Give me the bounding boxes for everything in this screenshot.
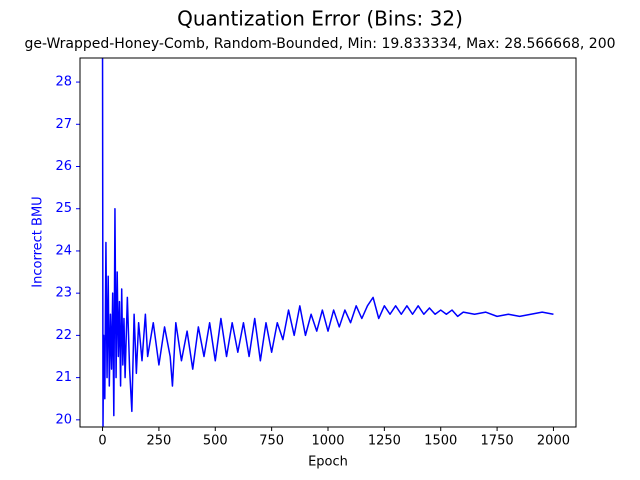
x-tick-label: 1750 — [481, 434, 514, 449]
y-tick-label: 27 — [55, 117, 72, 132]
y-tick-label: 26 — [55, 159, 72, 174]
x-tick-label: 750 — [259, 434, 284, 449]
x-tick-label: 1500 — [424, 434, 457, 449]
y-tick-label: 22 — [55, 328, 72, 343]
y-tick-label: 21 — [55, 370, 72, 385]
y-tick-label: 20 — [55, 412, 72, 427]
chart-title: Quantization Error (Bins: 32) — [177, 7, 463, 31]
x-tick-label: 1250 — [368, 434, 401, 449]
y-tick-label: 23 — [55, 286, 72, 301]
x-tick-label: 500 — [203, 434, 228, 449]
y-tick-label: 24 — [55, 243, 72, 258]
plot-frame — [79, 57, 577, 428]
x-tick-label: 0 — [98, 434, 106, 449]
chart-subtitle: ge-Wrapped-Honey-Comb, Random-Bounded, M… — [24, 36, 615, 52]
y-tick-label: 28 — [55, 75, 72, 90]
x-tick-label: 2000 — [537, 434, 570, 449]
x-tick-label: 1000 — [311, 434, 344, 449]
y-axis-label: Incorrect BMU — [31, 196, 46, 287]
y-tick-label: 25 — [55, 201, 72, 216]
x-tick-label: 250 — [146, 434, 171, 449]
data-line — [101, 58, 554, 427]
x-axis-label: Epoch — [308, 455, 348, 470]
